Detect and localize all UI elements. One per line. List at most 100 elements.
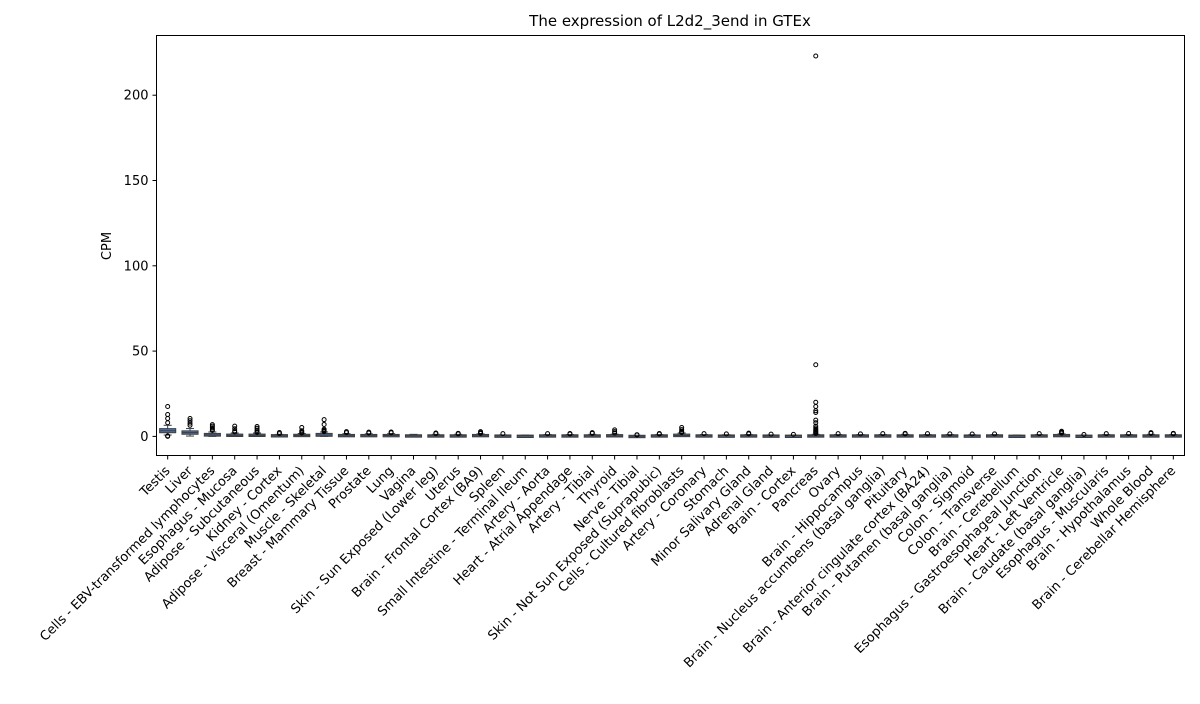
outlier-point — [746, 431, 752, 437]
box-group — [628, 432, 646, 439]
outlier-point — [209, 422, 215, 428]
outlier-point — [612, 430, 618, 436]
outlier-point — [209, 427, 215, 433]
outlier-point — [701, 431, 707, 437]
outlier-point — [835, 431, 841, 437]
outlier-point — [433, 431, 439, 437]
box-group — [449, 430, 467, 438]
y-tick-label: 0 — [140, 430, 148, 445]
box-group — [539, 431, 557, 438]
outlier-point — [589, 430, 595, 436]
chart-title: The expression of L2d2_3end in GTEx — [528, 12, 811, 31]
box-group — [293, 425, 311, 438]
y-axis-label: CPM — [100, 232, 115, 260]
outlier-point — [947, 431, 953, 437]
y-tick-label: 150 — [124, 174, 149, 189]
box-group — [315, 417, 333, 437]
outlier-point — [813, 420, 819, 426]
box-group — [203, 422, 221, 437]
outlier-point — [992, 431, 998, 437]
box-group — [918, 431, 937, 438]
plot-frame — [156, 35, 1185, 456]
box-group — [1142, 430, 1160, 438]
outlier-point — [321, 421, 327, 427]
box-group — [1075, 432, 1093, 439]
outlier-point — [813, 362, 819, 368]
outlier-point — [165, 415, 171, 421]
outlier-point — [478, 430, 484, 436]
outlier-point — [388, 430, 394, 436]
box-group — [360, 429, 378, 438]
box-group — [583, 430, 601, 438]
outlier-point — [790, 431, 796, 437]
outlier-point — [165, 412, 171, 418]
outlier-point — [857, 431, 863, 437]
outlier-point — [880, 431, 886, 437]
box-group — [270, 429, 288, 438]
x-tick-label: Cells - EBV-transformed lymphocytes — [37, 464, 218, 645]
outlier-point — [299, 430, 305, 436]
outlier-point — [209, 425, 215, 431]
outlier-point — [634, 432, 640, 438]
outlier-point — [455, 431, 461, 437]
box-group — [717, 431, 735, 438]
outlier-point — [187, 418, 193, 424]
outlier-point — [723, 431, 729, 437]
y-tick-label: 200 — [124, 89, 149, 104]
box-group — [404, 433, 423, 438]
outlier-point — [500, 431, 506, 437]
box-group — [784, 431, 802, 439]
box-group — [181, 415, 199, 437]
box-group — [561, 430, 579, 438]
box-group — [1120, 430, 1138, 438]
y-tick-label: 100 — [124, 259, 149, 274]
outlier-point — [969, 431, 975, 437]
outlier-point — [679, 430, 685, 436]
box-group — [606, 427, 624, 438]
outlier-point — [254, 427, 260, 433]
box-group — [650, 430, 668, 438]
outlier-point — [254, 429, 260, 435]
outlier-point — [813, 404, 819, 410]
outlier-point — [656, 431, 662, 437]
box-group — [829, 431, 847, 438]
box-group — [427, 430, 445, 438]
box-group — [874, 431, 892, 438]
outlier-point — [165, 420, 171, 426]
box-group — [851, 431, 870, 438]
outlier-point — [545, 431, 551, 437]
outlier-point — [187, 420, 193, 426]
outlier-point — [232, 429, 238, 435]
box-group — [226, 423, 244, 437]
box-group — [1097, 431, 1115, 438]
box-group — [695, 431, 713, 438]
box-group — [762, 431, 780, 438]
outlier-point — [165, 404, 171, 410]
outlier-point — [321, 429, 327, 435]
outlier-point — [321, 417, 327, 423]
box-group — [382, 429, 400, 438]
outlier-point — [768, 431, 774, 437]
box-group — [494, 431, 512, 438]
box-group — [941, 431, 959, 438]
outlier-point — [612, 427, 618, 433]
outlier-point — [813, 430, 819, 436]
outlier-point — [165, 433, 171, 439]
box-group — [807, 53, 825, 438]
outlier-point — [1036, 431, 1042, 437]
outlier-point — [232, 423, 238, 429]
outlier-point — [1081, 432, 1087, 438]
outlier-point — [813, 53, 819, 59]
box-group — [963, 431, 981, 438]
outlier-point — [813, 408, 819, 414]
outlier-point — [1170, 431, 1176, 437]
box-group — [673, 425, 691, 438]
outlier-point — [813, 399, 819, 405]
outlier-point — [1059, 430, 1065, 436]
outlier-point — [187, 422, 193, 428]
outlier-point — [276, 431, 282, 437]
box-group — [1008, 434, 1026, 439]
box-group — [516, 434, 534, 439]
